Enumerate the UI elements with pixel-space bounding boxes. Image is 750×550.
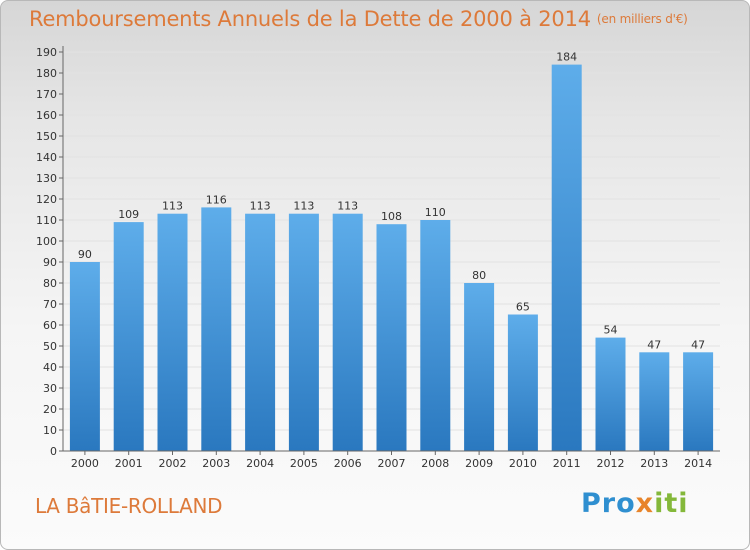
x-tick-label: 2005 <box>290 457 318 470</box>
y-tick-label: 90 <box>43 256 57 269</box>
y-tick-label: 110 <box>36 214 57 227</box>
x-tick-label: 2001 <box>115 457 143 470</box>
data-label: 109 <box>118 208 139 221</box>
data-label: 113 <box>250 200 271 213</box>
data-label: 54 <box>604 324 618 337</box>
bar <box>551 64 582 451</box>
chart-title-text: Remboursements Annuels de la Dette de 20… <box>29 7 591 31</box>
bar <box>113 222 144 451</box>
y-tick-label: 160 <box>36 109 57 122</box>
bar <box>157 213 188 451</box>
axes <box>59 46 720 455</box>
y-tick-label: 80 <box>43 277 57 290</box>
y-tick-label: 30 <box>43 382 57 395</box>
y-tick-label: 140 <box>36 151 57 164</box>
data-label: 47 <box>647 338 661 351</box>
y-tick-label: 190 <box>36 46 57 59</box>
y-tick-label: 20 <box>43 403 57 416</box>
x-tick-label: 2011 <box>553 457 581 470</box>
y-tick-label: 0 <box>50 445 57 458</box>
bar <box>69 262 100 451</box>
data-label: 113 <box>337 200 358 213</box>
x-tick-label: 2013 <box>640 457 668 470</box>
bar <box>507 314 538 451</box>
x-tick-label: 2002 <box>159 457 187 470</box>
x-tick-label: 2008 <box>421 457 449 470</box>
bar <box>288 213 319 451</box>
x-tick-label: 2012 <box>597 457 625 470</box>
y-tick-label: 50 <box>43 340 57 353</box>
x-tick-label: 2009 <box>465 457 493 470</box>
x-tick-label: 2007 <box>378 457 406 470</box>
data-label: 113 <box>162 200 183 213</box>
y-tick-label: 130 <box>36 172 57 185</box>
y-tick-label: 170 <box>36 88 57 101</box>
bar <box>595 337 626 451</box>
x-tick-label: 2006 <box>334 457 362 470</box>
x-tick-label: 2010 <box>509 457 537 470</box>
data-label: 110 <box>425 206 446 219</box>
bar <box>639 352 670 451</box>
proxiti-logo[interactable]: Proxiti <box>581 488 689 519</box>
data-label: 47 <box>691 338 705 351</box>
chart-subtitle: (en milliers d'€) <box>596 12 688 26</box>
data-label: 80 <box>472 269 486 282</box>
y-tick-label: 10 <box>43 424 57 437</box>
data-label: 184 <box>556 51 577 64</box>
data-label: 108 <box>381 210 402 223</box>
bar <box>376 224 407 451</box>
data-label: 90 <box>78 248 92 261</box>
data-label: 65 <box>516 301 530 314</box>
data-label: 116 <box>206 193 227 206</box>
y-tick-label: 180 <box>36 67 57 80</box>
labels: 0 10 20 30 40 50 60 70 80 90 100 110 120 130 140 150 160… <box>36 46 712 470</box>
x-tick-label: 2014 <box>684 457 712 470</box>
x-tick-label: 2003 <box>202 457 230 470</box>
data-label: 113 <box>293 200 314 213</box>
y-tick-label: 120 <box>36 193 57 206</box>
chart-title: Remboursements Annuels de la Dette de 20… <box>29 7 688 31</box>
bar <box>201 207 232 451</box>
y-tick-label: 150 <box>36 130 57 143</box>
bar <box>464 283 495 451</box>
bars <box>69 64 714 451</box>
bar <box>683 352 714 451</box>
bar <box>332 213 363 451</box>
bar <box>420 220 451 451</box>
y-tick-label: 40 <box>43 361 57 374</box>
y-tick-label: 70 <box>43 298 57 311</box>
bar <box>245 213 276 451</box>
y-tick-label: 100 <box>36 235 57 248</box>
commune-name: LA BâTIE-ROLLAND <box>35 494 223 518</box>
y-tick-label: 60 <box>43 319 57 332</box>
x-tick-label: 2000 <box>71 457 99 470</box>
x-tick-label: 2004 <box>246 457 274 470</box>
